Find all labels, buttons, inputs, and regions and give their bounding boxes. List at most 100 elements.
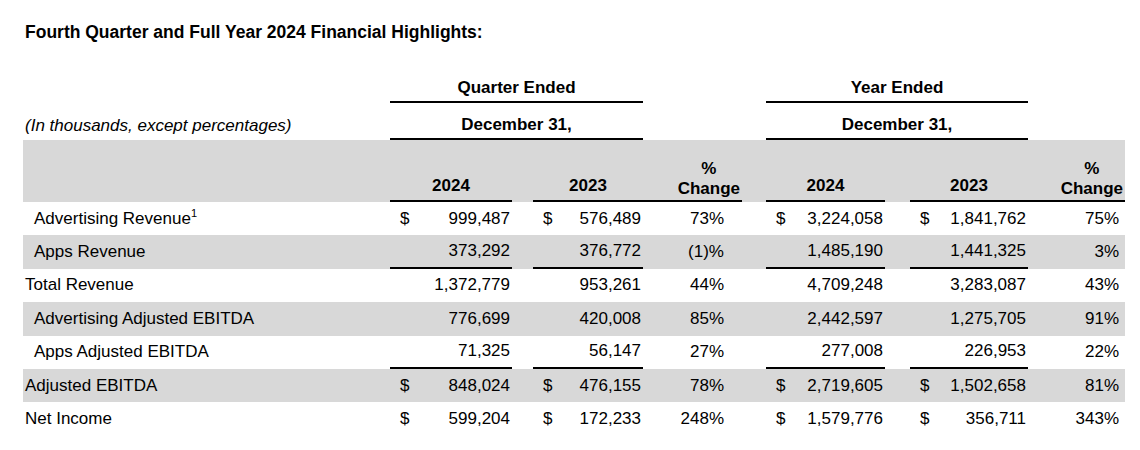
year-2024-column-header: 2024 bbox=[766, 140, 885, 202]
table-row-apps-revenue: Apps Revenue 373,292 376,772 (1)% 1,485,… bbox=[23, 235, 1125, 268]
quarter-ended-group-header: Quarter Ended bbox=[390, 75, 643, 103]
cell-year-pct-change: 22% bbox=[1028, 336, 1125, 369]
row-label-text: Advertising Adjusted EBITDA bbox=[34, 309, 254, 329]
value: 172,233 bbox=[580, 409, 641, 429]
units-note: (In thousands, except percentages) bbox=[23, 103, 390, 140]
cell-quarter-2023: $576,489 bbox=[533, 202, 643, 235]
cell-year-pct-change: 81% bbox=[1028, 369, 1125, 402]
dollar-sign: $ bbox=[920, 409, 929, 429]
value: 1,841,762 bbox=[950, 209, 1026, 229]
year-ended-group-header: Year Ended bbox=[766, 75, 1028, 103]
value: 420,008 bbox=[580, 309, 641, 329]
value: 776,699 bbox=[449, 309, 510, 329]
dollar-sign: $ bbox=[543, 409, 552, 429]
cell-quarter-2023: 953,261 bbox=[533, 269, 643, 302]
financial-highlights-page: Fourth Quarter and Full Year 2024 Financ… bbox=[0, 0, 1140, 450]
value: 376,772 bbox=[580, 241, 641, 261]
value: 2,719,605 bbox=[807, 376, 883, 396]
cell-year-pct-change: 75% bbox=[1028, 202, 1125, 235]
row-label: Advertising Revenue1 bbox=[23, 202, 390, 235]
cell-quarter-pct-change: (1)% bbox=[643, 235, 742, 268]
table-row-advertising-adjusted-ebitda: Advertising Adjusted EBITDA 776,699 420,… bbox=[23, 302, 1125, 335]
value: 599,204 bbox=[449, 409, 510, 429]
year-date-subheader: December 31, bbox=[766, 103, 1028, 140]
value: 1,502,658 bbox=[950, 376, 1026, 396]
pct-sign-label: % bbox=[701, 159, 716, 179]
value: 2,442,597 bbox=[807, 309, 883, 329]
value: 3,283,087 bbox=[950, 275, 1026, 295]
dollar-sign: $ bbox=[920, 376, 929, 396]
year-2023-column-header: 2023 bbox=[910, 140, 1028, 202]
row-label-text: Advertising Revenue bbox=[34, 209, 191, 229]
dollar-sign: $ bbox=[920, 209, 929, 229]
table-row-apps-adjusted-ebitda: Apps Adjusted EBITDA 71,325 56,147 27% 2… bbox=[23, 336, 1125, 369]
cell-quarter-2023: 420,008 bbox=[533, 302, 643, 335]
cell-quarter-pct-change: 85% bbox=[643, 302, 742, 335]
dollar-sign: $ bbox=[776, 409, 785, 429]
value: 3,224,058 bbox=[807, 209, 883, 229]
group-title-row: Quarter Ended Year Ended bbox=[23, 75, 1125, 103]
table-row-advertising-revenue: Advertising Revenue1 $999,487 $576,489 7… bbox=[23, 202, 1125, 235]
value: 373,292 bbox=[449, 241, 510, 261]
value: 476,155 bbox=[580, 376, 641, 396]
value: 953,261 bbox=[580, 275, 641, 295]
value: 226,953 bbox=[965, 341, 1026, 361]
page-title: Fourth Quarter and Full Year 2024 Financ… bbox=[25, 22, 483, 43]
dollar-sign: $ bbox=[776, 209, 785, 229]
cell-year-2024: $1,579,776 bbox=[766, 402, 885, 435]
pct-sign-label: % bbox=[1084, 159, 1099, 179]
cell-year-2024: $3,224,058 bbox=[766, 202, 885, 235]
cell-year-pct-change: 3% bbox=[1028, 235, 1125, 268]
cell-quarter-2024: $848,024 bbox=[390, 369, 512, 402]
cell-quarter-2023: $476,155 bbox=[533, 369, 643, 402]
year-pct-change-column-header: % Change bbox=[1061, 140, 1123, 202]
quarter-pct-change-column-header: % Change bbox=[678, 140, 740, 202]
value: 1,579,776 bbox=[807, 409, 883, 429]
value: 71,325 bbox=[458, 341, 510, 361]
dollar-sign: $ bbox=[543, 209, 552, 229]
cell-year-2023: 226,953 bbox=[910, 336, 1028, 369]
row-label-text: Apps Adjusted EBITDA bbox=[34, 342, 209, 362]
dollar-sign: $ bbox=[776, 376, 785, 396]
change-label: Change bbox=[1061, 179, 1123, 199]
row-label-text: Net Income bbox=[25, 409, 112, 429]
value: 1,372,779 bbox=[434, 275, 510, 295]
header-rule bbox=[533, 200, 742, 202]
cell-year-2024: 4,709,248 bbox=[766, 269, 885, 302]
cell-year-pct-change: 343% bbox=[1028, 402, 1125, 435]
table-row-net-income: Net Income $599,204 $172,233 248% $1,579… bbox=[23, 402, 1125, 435]
value: 56,147 bbox=[589, 341, 641, 361]
cell-year-2023: $1,502,658 bbox=[910, 369, 1028, 402]
header-rule bbox=[766, 200, 885, 202]
row-label: Apps Revenue bbox=[23, 235, 390, 268]
cell-year-2024: $2,719,605 bbox=[766, 369, 885, 402]
financial-highlights-table: Quarter Ended Year Ended (In thousands, … bbox=[23, 75, 1125, 436]
cell-quarter-2024: $999,487 bbox=[390, 202, 512, 235]
cell-quarter-2024: $599,204 bbox=[390, 402, 512, 435]
header-rule bbox=[390, 200, 512, 202]
cell-year-2023: 1,275,705 bbox=[910, 302, 1028, 335]
row-label-text: Apps Revenue bbox=[34, 242, 146, 262]
group-subtitle-row: (In thousands, except percentages) Decem… bbox=[23, 103, 1125, 140]
cell-year-2024: 2,442,597 bbox=[766, 302, 885, 335]
cell-year-2024: 1,485,190 bbox=[766, 235, 885, 268]
change-label: Change bbox=[678, 179, 740, 199]
value: 1,275,705 bbox=[950, 309, 1026, 329]
cell-quarter-pct-change: 248% bbox=[643, 402, 742, 435]
cell-quarter-pct-change: 73% bbox=[643, 202, 742, 235]
cell-quarter-pct-change: 78% bbox=[643, 369, 742, 402]
cell-quarter-2023: $172,233 bbox=[533, 402, 643, 435]
cell-year-2023: $356,711 bbox=[910, 402, 1028, 435]
table-row-total-revenue: Total Revenue 1,372,779 953,261 44% 4,70… bbox=[23, 269, 1125, 302]
table-row-adjusted-ebitda: Adjusted EBITDA $848,024 $476,155 78% $2… bbox=[23, 369, 1125, 402]
dollar-sign: $ bbox=[400, 209, 409, 229]
cell-year-2023: 3,283,087 bbox=[910, 269, 1028, 302]
value: 356,711 bbox=[966, 409, 1026, 429]
row-label-text: Total Revenue bbox=[25, 275, 134, 295]
cell-year-2024: 277,008 bbox=[766, 336, 885, 369]
cell-year-2023: $1,841,762 bbox=[910, 202, 1028, 235]
quarter-2023-column-header: 2023 bbox=[533, 140, 643, 202]
value: 1,485,190 bbox=[807, 241, 883, 261]
cell-quarter-2024: 71,325 bbox=[390, 336, 512, 369]
cell-year-pct-change: 91% bbox=[1028, 302, 1125, 335]
